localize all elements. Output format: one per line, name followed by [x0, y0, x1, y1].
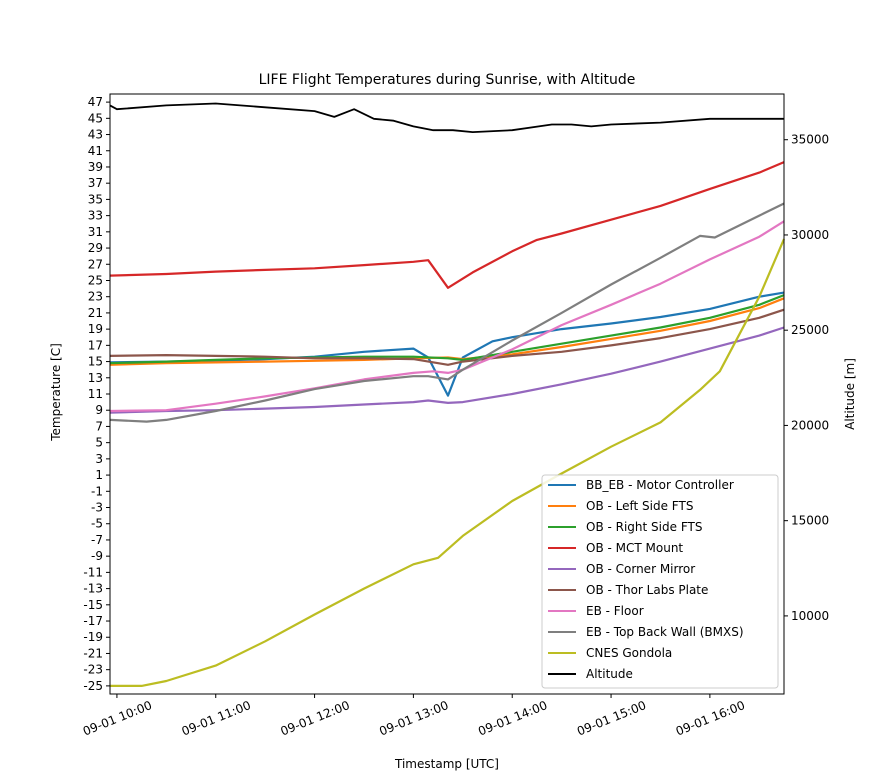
legend-label: OB - Left Side FTS — [586, 499, 693, 513]
series-line-4 — [109, 326, 785, 414]
y-tick-label: -3 — [91, 501, 103, 515]
series-line-9 — [109, 102, 784, 134]
y-tick-label: 37 — [88, 176, 103, 190]
legend-label: OB - MCT Mount — [586, 541, 683, 555]
y2-tick-label: 35000 — [791, 133, 829, 147]
y-tick-label: 5 — [95, 436, 103, 450]
y-tick-label: -11 — [83, 565, 103, 579]
y-tick-label: -13 — [83, 582, 103, 596]
y-tick-label: 33 — [88, 209, 103, 223]
y-tick-label: 43 — [88, 128, 103, 142]
series-line-5 — [109, 308, 785, 366]
y2-tick-label: 20000 — [791, 418, 829, 432]
y-tick-label: -21 — [83, 646, 103, 660]
y-tick-label: -1 — [91, 484, 103, 498]
plot-frame — [109, 93, 785, 695]
y-tick-label: -15 — [83, 598, 103, 612]
y-tick-label: 35 — [88, 192, 103, 206]
series-line-6 — [109, 220, 785, 413]
y-tick-label: -7 — [91, 533, 103, 547]
series-line-3 — [109, 161, 785, 289]
y-axis-left: -25-23-21-19-17-15-13-11-9-7-5-3-1135791… — [83, 95, 110, 693]
legend-label: OB - Right Side FTS — [586, 520, 702, 534]
legend-label: EB - Floor — [586, 604, 644, 618]
y-tick-label: 7 — [95, 419, 103, 433]
y-tick-label: 27 — [88, 257, 103, 271]
y-tick-label: 31 — [88, 225, 103, 239]
y-tick-label: -5 — [91, 517, 103, 531]
y-tick-label: 11 — [88, 387, 103, 401]
series-line-7 — [109, 202, 785, 423]
y-tick-label: -25 — [83, 679, 103, 693]
y-tick-label: -19 — [83, 630, 103, 644]
y2-tick-label: 15000 — [791, 514, 829, 528]
y2-tick-label: 25000 — [791, 323, 829, 337]
y-tick-label: 19 — [88, 322, 103, 336]
y-tick-label: -9 — [91, 549, 103, 563]
y-tick-label: 21 — [88, 306, 103, 320]
x-axis-label: Timestamp [UTC] — [394, 757, 499, 771]
y-tick-label: -23 — [83, 663, 103, 677]
y-axis-label: Temperature [C] — [49, 343, 63, 442]
legend-label: CNES Gondola — [586, 646, 672, 660]
y2-axis-label: Altitude [m] — [843, 358, 857, 430]
series-line-2 — [109, 294, 785, 365]
y-tick-label: 17 — [88, 338, 103, 352]
series-line-8 — [110, 238, 786, 688]
y-tick-label: 23 — [88, 290, 103, 304]
y2-tick-label: 10000 — [791, 609, 829, 623]
y-tick-label: 41 — [88, 144, 103, 158]
chart-title: LIFE Flight Temperatures during Sunrise,… — [259, 72, 636, 88]
plot-lines — [109, 102, 786, 688]
y-tick-label: 47 — [88, 95, 103, 109]
y-tick-label: 1 — [95, 468, 103, 482]
y-axis-right: 10000 15000 20000 25000 30000 35000 — [784, 133, 829, 623]
legend-label: OB - Thor Labs Plate — [586, 583, 708, 597]
legend-label: BB_EB - Motor Controller — [586, 478, 734, 492]
y-tick-label: 25 — [88, 273, 103, 287]
y2-tick-label: 30000 — [791, 228, 829, 242]
legend: BB_EB - Motor Controller OB - Left Side F… — [541, 474, 779, 689]
y-tick-label: 9 — [95, 403, 103, 417]
y-tick-label: 45 — [88, 111, 103, 125]
y-tick-label: 29 — [88, 241, 103, 255]
legend-label: Altitude — [586, 667, 633, 681]
y-tick-label: 3 — [95, 452, 103, 466]
y-tick-label: 39 — [88, 160, 103, 174]
y-tick-label: 13 — [88, 371, 103, 385]
y-tick-label: -17 — [83, 614, 103, 628]
legend-label: OB - Corner Mirror — [586, 562, 695, 576]
legend-box — [541, 474, 779, 689]
y-tick-label: 15 — [88, 355, 103, 369]
legend-label: EB - Top Back Wall (BMXS) — [586, 625, 744, 639]
